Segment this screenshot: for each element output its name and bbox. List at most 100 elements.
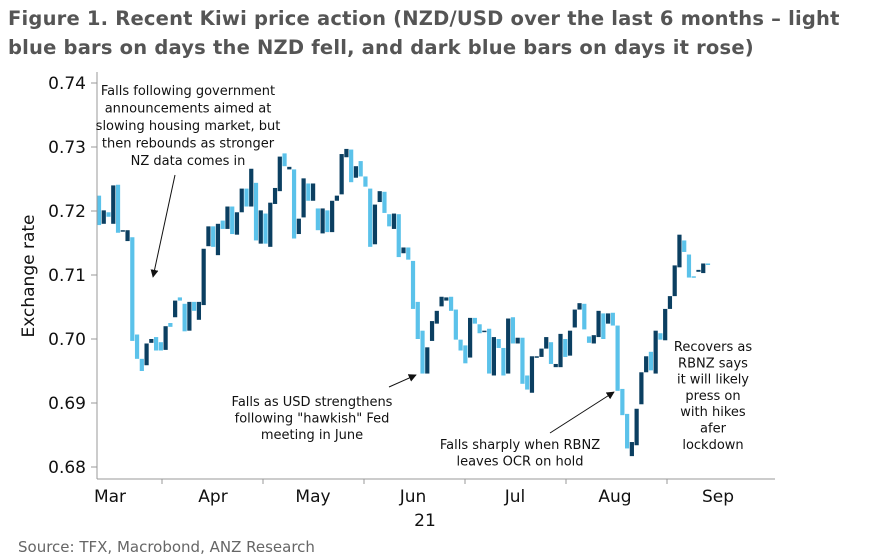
bar-fell bbox=[510, 317, 516, 344]
x-tick-label: May bbox=[295, 487, 330, 507]
y-axis-label: Exchange rate bbox=[19, 214, 39, 337]
bar-rose bbox=[544, 337, 549, 349]
bar-fell bbox=[134, 334, 140, 359]
bar-fell bbox=[625, 413, 630, 449]
y-tick-label: 0.74 bbox=[48, 74, 86, 94]
bar-rose bbox=[696, 269, 701, 272]
annotation-line: following "hawkish" Fed bbox=[235, 412, 390, 427]
x-tick-label: Jun bbox=[399, 487, 427, 507]
annotation-line: meeting in June bbox=[261, 428, 363, 443]
x-axis-ticks: Mar Apr May Jun Jul Aug Sep bbox=[94, 479, 734, 507]
bar-rose bbox=[239, 188, 244, 213]
y-axis-ticks: 0.68 0.69 0.70 0.71 0.72 0.73 0.74 bbox=[48, 74, 97, 478]
bar-fell bbox=[153, 337, 159, 351]
x-tick-label: Jul bbox=[504, 487, 526, 507]
title-line-1: Figure 1. Recent Kiwi price action (NZD/… bbox=[8, 7, 840, 30]
bar-rose bbox=[529, 356, 535, 393]
y-tick-label: 0.69 bbox=[48, 394, 86, 414]
bar-fell bbox=[358, 161, 363, 177]
bar-fell bbox=[620, 388, 625, 416]
bar-fell bbox=[453, 309, 458, 340]
bar-fell bbox=[586, 336, 592, 343]
source-note: Source: TFX, Macrobond, ANZ Research bbox=[18, 538, 315, 556]
bar-fell bbox=[220, 220, 225, 229]
bar-rose bbox=[558, 333, 563, 368]
bar-rose bbox=[639, 372, 644, 405]
bar-rose bbox=[515, 337, 520, 344]
bar-fell bbox=[382, 191, 387, 213]
bar-fell bbox=[387, 214, 392, 227]
bar-rose bbox=[111, 185, 116, 224]
bar-fell bbox=[410, 260, 416, 309]
bar-rose bbox=[572, 309, 577, 328]
bar-rose bbox=[296, 218, 301, 235]
bar-fell bbox=[139, 358, 144, 371]
title-line-2: blue bars on days the NZD fell, and dark… bbox=[8, 36, 754, 59]
bar-rose bbox=[320, 208, 325, 234]
bar-fell bbox=[648, 351, 654, 371]
bar-fell bbox=[349, 149, 354, 183]
annotation-arrow-housing bbox=[150, 174, 176, 278]
bar-rose bbox=[534, 356, 539, 358]
x-tick-label: Mar bbox=[94, 487, 126, 507]
bars-layer bbox=[96, 148, 711, 457]
bar-rose bbox=[258, 210, 263, 244]
bar-rose bbox=[677, 234, 682, 268]
bar-rose bbox=[144, 343, 149, 366]
bar-rose bbox=[653, 330, 658, 374]
bar-rose bbox=[444, 297, 449, 301]
bar-fell bbox=[615, 325, 620, 391]
bar-rose bbox=[672, 265, 677, 297]
bar-fell bbox=[691, 276, 696, 278]
bar-rose bbox=[101, 210, 106, 224]
bar-rose bbox=[272, 187, 278, 204]
bar-rose bbox=[163, 326, 168, 350]
bar-fell bbox=[501, 347, 506, 376]
bar-rose bbox=[596, 310, 601, 338]
bar-fell bbox=[115, 184, 121, 233]
bar-fell bbox=[458, 339, 463, 351]
bar-rose bbox=[353, 166, 359, 178]
y-tick-label: 0.73 bbox=[48, 138, 86, 158]
bar-rose bbox=[539, 348, 544, 357]
annotation-fed: Falls as USD strengthens following "hawki… bbox=[232, 395, 393, 443]
bar-rose bbox=[206, 226, 211, 247]
bar-rose bbox=[149, 339, 154, 343]
chart-title: Figure 1. Recent Kiwi price action (NZD/… bbox=[8, 4, 878, 62]
bar-fell bbox=[291, 169, 297, 239]
bar-fell bbox=[610, 312, 615, 326]
bar-fell bbox=[396, 214, 401, 258]
bar-rose bbox=[334, 195, 339, 201]
bar-fell bbox=[130, 237, 135, 341]
bar-rose bbox=[401, 247, 406, 254]
bar-rose bbox=[391, 213, 397, 229]
annotation-line: with hikes bbox=[680, 405, 746, 420]
bar-fell bbox=[368, 188, 373, 247]
bar-fell bbox=[658, 333, 663, 340]
bar-rose bbox=[468, 317, 473, 358]
annotation-line: lockdown bbox=[682, 438, 743, 453]
bar-rose bbox=[663, 308, 668, 341]
bar-rose bbox=[506, 318, 511, 374]
y-tick-label: 0.72 bbox=[48, 202, 86, 222]
bar-fell bbox=[415, 301, 420, 339]
bar-rose bbox=[344, 148, 349, 158]
annotation-line: NZ data comes in bbox=[131, 154, 246, 169]
bar-fell bbox=[525, 375, 530, 390]
bar-rose bbox=[591, 335, 596, 344]
bar-rose bbox=[434, 310, 439, 324]
bar-fell bbox=[158, 342, 163, 351]
x-tick-label: Apr bbox=[198, 487, 227, 507]
bar-rose bbox=[301, 178, 306, 218]
bar-rose bbox=[120, 230, 125, 232]
bar-fell bbox=[306, 183, 311, 201]
bar-fell bbox=[520, 337, 525, 384]
bar-rose bbox=[553, 363, 558, 368]
bar-fell bbox=[420, 330, 425, 374]
bar-rose bbox=[634, 408, 639, 446]
bar-rose bbox=[491, 337, 496, 376]
bar-fell bbox=[487, 328, 492, 374]
annotation-housing: Falls following government announcements … bbox=[96, 84, 281, 169]
bar-fell bbox=[496, 339, 501, 348]
